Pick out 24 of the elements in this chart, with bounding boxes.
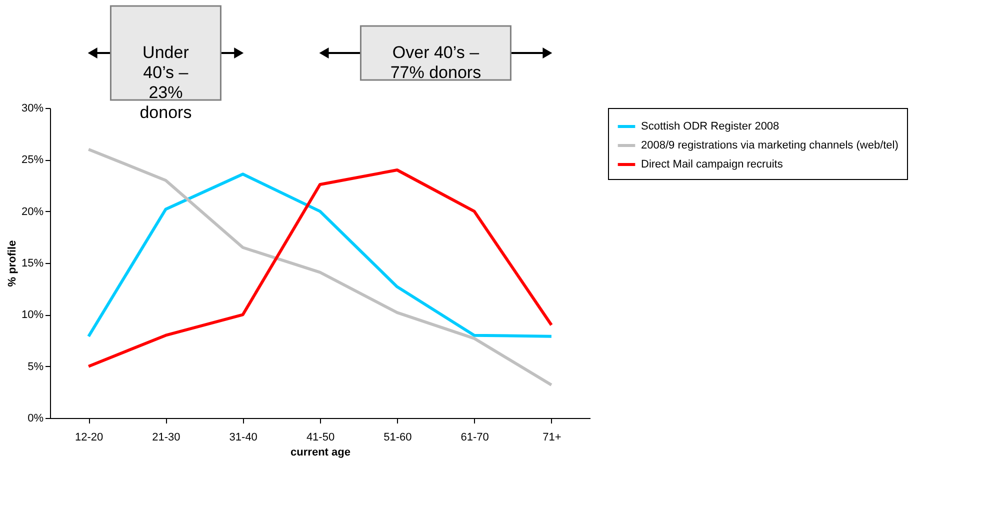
line-series xyxy=(87,172,553,338)
y-tick-label: 10% xyxy=(21,309,44,322)
y-tick-label: 25% xyxy=(21,154,44,166)
y-tick-label: 0% xyxy=(28,412,44,424)
x-tick-label: 41-50 xyxy=(306,432,335,444)
legend-label: 2008/9 registrations via marketing channels (web/tel) xyxy=(641,140,898,152)
text: Over 40’s – 77% donors xyxy=(390,43,482,82)
legend-label: Direct Mail campaign recruits xyxy=(641,158,784,170)
y-tick-label: 5% xyxy=(28,360,44,373)
x-tick-label: 31-40 xyxy=(229,432,258,444)
y-tick-label: 30% xyxy=(21,102,44,114)
line-series xyxy=(87,168,553,368)
legend-label: Scottish ODR Register 2008 xyxy=(641,120,780,132)
y-axis-title: % profile xyxy=(6,240,18,287)
x-axis-title: current age xyxy=(290,446,350,458)
x-tick-label: 12-20 xyxy=(75,432,104,444)
y-tick-label: 20% xyxy=(21,206,44,218)
x-tick-label: 21-30 xyxy=(152,432,180,444)
line-series xyxy=(87,148,553,386)
x-tick-label: 71+ xyxy=(542,432,562,444)
x-tick-label: 51-60 xyxy=(384,432,412,444)
y-tick-label: 15% xyxy=(21,258,44,270)
annotation: Under 40’s – 23% donors xyxy=(140,43,192,122)
x-tick-label: 61-70 xyxy=(460,432,489,444)
